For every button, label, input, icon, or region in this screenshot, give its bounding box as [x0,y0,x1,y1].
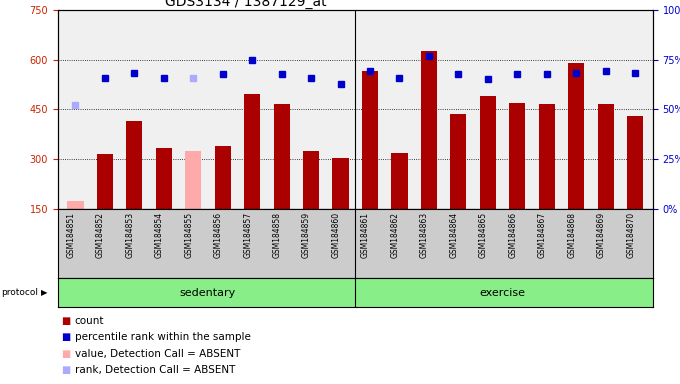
Text: ■: ■ [61,316,71,326]
Text: percentile rank within the sample: percentile rank within the sample [75,332,251,342]
Text: value, Detection Call = ABSENT: value, Detection Call = ABSENT [75,349,240,359]
Text: exercise: exercise [479,288,526,298]
Bar [303,151,319,209]
Bar [480,96,496,209]
Text: GSM184863: GSM184863 [420,212,429,258]
Text: ■: ■ [61,332,71,342]
Text: GSM184867: GSM184867 [538,212,547,258]
Bar [215,146,231,209]
Text: GSM184868: GSM184868 [567,212,576,258]
Bar [362,71,378,209]
Bar [568,63,584,209]
Text: ■: ■ [61,349,71,359]
Text: GSM184858: GSM184858 [273,212,282,258]
Text: GSM184866: GSM184866 [509,212,517,258]
Text: GSM184865: GSM184865 [479,212,488,258]
Bar [421,51,437,209]
Bar [156,148,172,209]
Text: GSM184852: GSM184852 [96,212,105,258]
Bar [509,103,526,209]
Bar [598,104,614,209]
Text: GSM184861: GSM184861 [361,212,370,258]
Text: protocol: protocol [1,288,38,297]
Bar [627,116,643,209]
Text: GSM184854: GSM184854 [155,212,164,258]
Text: GSM184870: GSM184870 [626,212,635,258]
Text: GSM184860: GSM184860 [332,212,341,258]
Bar [539,104,555,209]
Text: GSM184851: GSM184851 [67,212,75,258]
Text: ▶: ▶ [41,288,48,297]
Bar [333,158,349,209]
Bar [273,104,290,209]
Text: sedentary: sedentary [180,288,236,298]
Text: GSM184853: GSM184853 [125,212,135,258]
Text: GDS3134 / 1387129_at: GDS3134 / 1387129_at [165,0,326,8]
Bar [450,114,466,209]
Text: GSM184862: GSM184862 [390,212,399,258]
Bar [126,121,143,209]
Bar [185,151,201,209]
Bar [244,94,260,209]
Text: count: count [75,316,104,326]
Text: GSM184869: GSM184869 [596,212,606,258]
Text: ■: ■ [61,365,71,375]
Bar [97,154,113,209]
Text: GSM184855: GSM184855 [184,212,193,258]
Text: rank, Detection Call = ABSENT: rank, Detection Call = ABSENT [75,365,235,375]
Text: GSM184859: GSM184859 [302,212,311,258]
Text: GSM184857: GSM184857 [243,212,252,258]
Text: GSM184864: GSM184864 [449,212,458,258]
Bar [392,153,407,209]
Text: GSM184856: GSM184856 [214,212,223,258]
Bar [67,201,84,209]
